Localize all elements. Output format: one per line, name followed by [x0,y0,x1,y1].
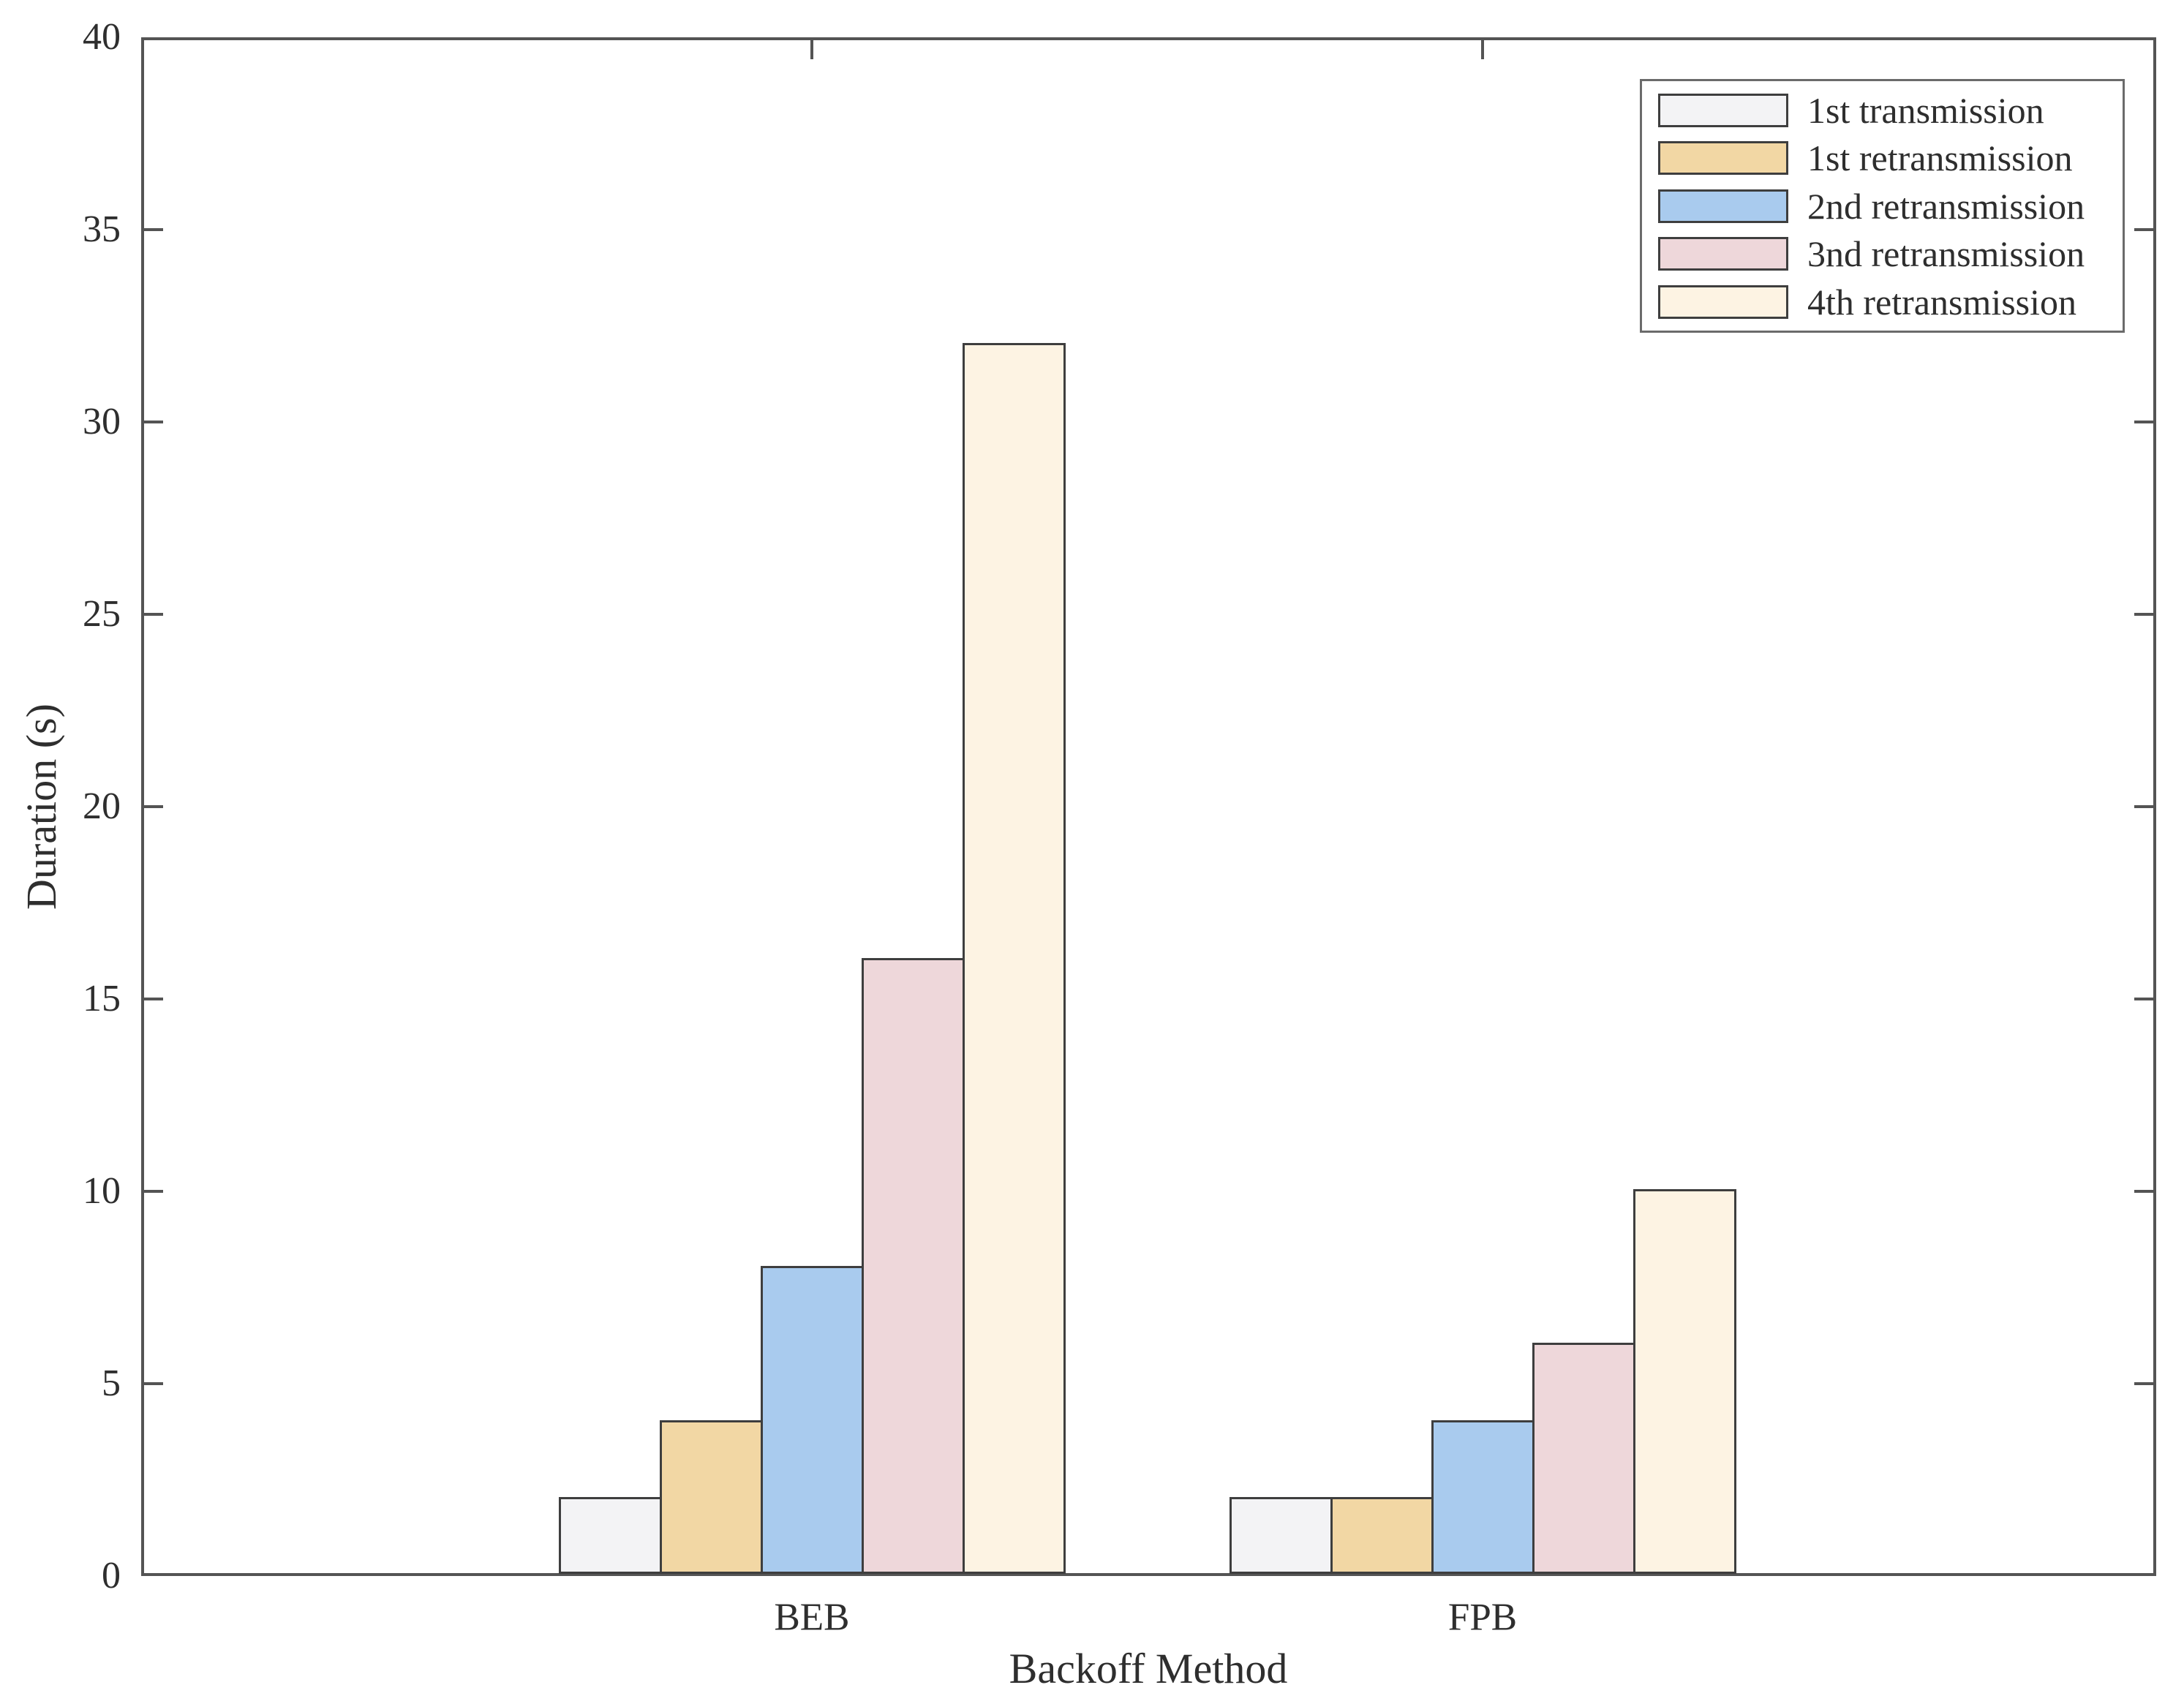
bar-fpb-1st-retransmission [1330,1497,1434,1574]
x-tick-mark-top-fpb [1481,40,1484,59]
legend-row-4: 3nd retransmission [1658,230,2115,277]
bar-beb-1st-retransmission [660,1420,763,1574]
bar-fpb-1st-transmission [1230,1497,1333,1574]
plot-area [141,37,2156,1576]
legend-label-2nd-retransmission: 2nd retransmission [1807,185,2085,227]
y-tick-mark-left-25 [144,613,163,616]
legend-box: 1st transmission 1st retransmission 2nd re… [1640,79,2125,333]
y-tick-mark-left-30 [144,421,163,423]
y-tick-mark-right-25 [2134,613,2153,616]
x-tick-label-beb: BEB [774,1596,850,1639]
legend-label-1st-retransmission: 1st retransmission [1807,137,2073,178]
y-tick-mark-right-5 [2134,1382,2153,1385]
legend-swatch-1st-retransmission [1658,141,1788,175]
y-tick-label-20: 20 [83,785,121,827]
bar-beb-4th-retransmission [963,343,1066,1574]
legend-swatch-4th-retransmission [1658,284,1788,319]
y-tick-mark-left-10 [144,1190,163,1193]
x-tick-label-fpb: FPB [1447,1596,1518,1639]
y-tick-label-15: 15 [83,978,121,1019]
y-tick-label-10: 10 [83,1170,121,1212]
y-tick-mark-right-10 [2134,1190,2153,1193]
legend-row-1: 1st transmission [1658,87,2115,134]
y-tick-mark-right-15 [2134,998,2153,1000]
legend-label-4th-retransmission: 4th retransmission [1807,281,2077,323]
y-tick-mark-left-20 [144,805,163,808]
legend-swatch-3nd-retransmission [1658,237,1788,271]
bar-fpb-4th-retransmission [1633,1189,1736,1574]
y-tick-mark-left-15 [144,998,163,1000]
y-tick-label-5: 5 [102,1362,121,1404]
y-tick-mark-left-35 [144,228,163,231]
x-axis-title: Backoff Method [1009,1645,1288,1692]
y-tick-label-25: 25 [83,593,121,635]
y-tick-label-40: 40 [83,16,121,58]
bar-fpb-2nd-retransmission [1431,1420,1535,1574]
legend-label-3nd-retransmission: 3nd retransmission [1807,233,2085,274]
bar-fpb-3nd-retransmission [1532,1343,1635,1574]
y-tick-mark-right-30 [2134,421,2153,423]
bar-beb-3nd-retransmission [862,958,965,1574]
y-tick-mark-left-5 [144,1382,163,1385]
legend-row-5: 4th retransmission [1658,279,2115,325]
legend-row-2: 1st retransmission [1658,135,2115,181]
bar-beb-1st-transmission [559,1497,662,1574]
y-tick-mark-right-35 [2134,228,2153,231]
y-axis-title: Duration (s) [18,704,65,910]
legend-swatch-1st-transmission [1658,93,1788,127]
y-tick-label-30: 30 [83,401,121,442]
legend-label-1st-transmission: 1st transmission [1807,89,2044,131]
y-tick-mark-right-20 [2134,805,2153,808]
bar-beb-2nd-retransmission [761,1266,864,1574]
y-tick-label-35: 35 [83,208,121,250]
legend-swatch-2nd-retransmission [1658,189,1788,223]
x-tick-mark-top-beb [810,40,813,59]
y-tick-label-0: 0 [102,1555,121,1596]
legend-row-3: 2nd retransmission [1658,183,2115,230]
